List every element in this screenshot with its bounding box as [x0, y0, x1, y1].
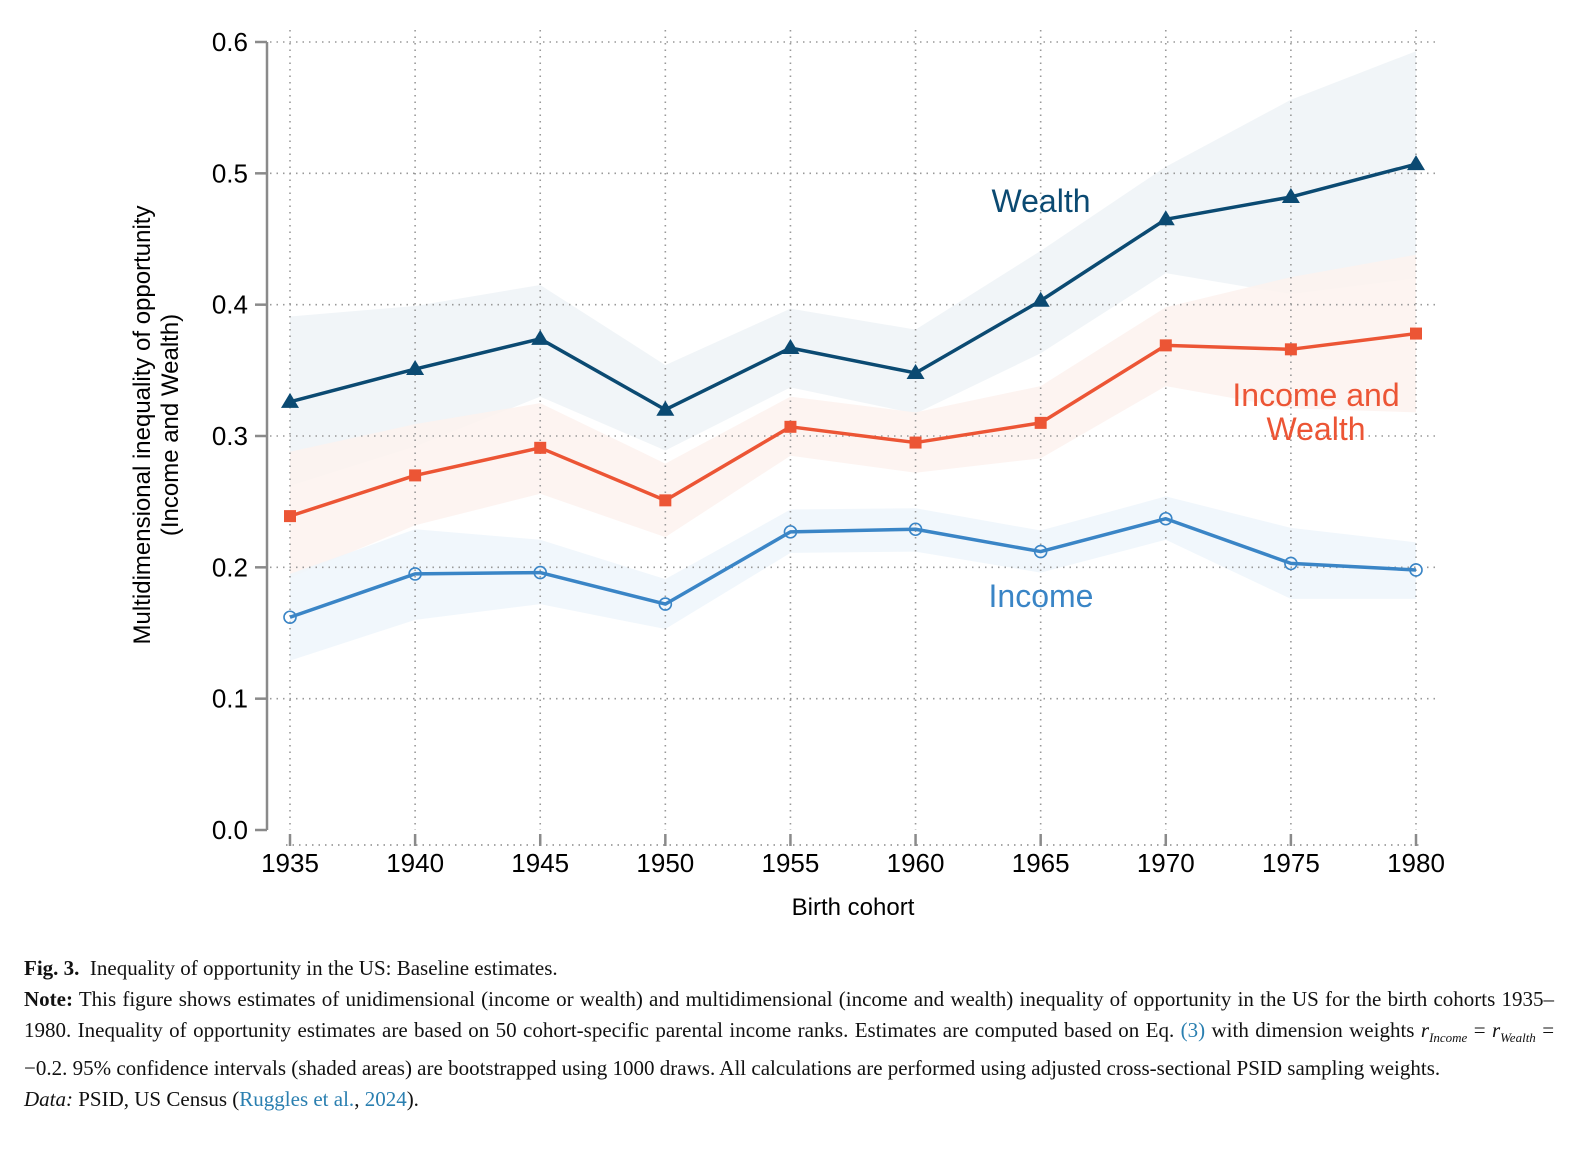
caption-data: Data: PSID, US Census (Ruggles et al., 2…: [24, 1087, 419, 1111]
marker-wealth: [281, 392, 299, 408]
fig-label: Fig. 3.: [24, 956, 80, 980]
ci-band-wealth: [290, 51, 1416, 486]
line-wealth: [289, 162, 1417, 412]
marker-income-and-wealth: [1034, 416, 1047, 429]
marker-income: [1284, 556, 1298, 571]
note-text-3: = −0.2. 95% confidence intervals (shaded…: [24, 1018, 1555, 1080]
marker-wealth: [531, 329, 550, 345]
ci-band-income: [290, 496, 1416, 661]
marker-income: [533, 565, 548, 580]
y-tick-label: 0.5: [212, 158, 248, 188]
marker-wealth: [906, 363, 925, 379]
ci-band-income-and-wealth: [290, 254, 1416, 578]
y-axis-title: Multidimensional inequality of opportuni…: [129, 206, 156, 645]
x-tick-label: 1975: [1262, 848, 1320, 878]
label-income-and-wealth: Income and: [1232, 377, 1399, 413]
note-label: Note:: [24, 987, 73, 1011]
marker-wealth: [1156, 210, 1175, 226]
x-tick-label: 1980: [1387, 848, 1445, 878]
x-axis-title: Birth cohort: [792, 894, 915, 921]
r-wealth: rWealth: [1491, 1018, 1536, 1045]
line-income: [289, 516, 1417, 619]
chart: 0.0 0.1 0.2 0.3 0.4 0.5 0.6 1935 1940 1945 1950 195…: [129, 27, 1445, 921]
marker-wealth: [1031, 291, 1050, 307]
marker-income-and-wealth: [784, 420, 797, 433]
marker-wealth: [781, 339, 800, 355]
marker-wealth: [1407, 155, 1425, 171]
x-tick-label: 1970: [1137, 848, 1195, 878]
marker-income-and-wealth: [659, 494, 672, 507]
marker-income: [1409, 563, 1423, 577]
x-tick-label: 1955: [762, 848, 820, 878]
y-tick-label: 0.4: [212, 290, 248, 320]
year-link[interactable]: 2024: [364, 1087, 407, 1111]
marker-income-and-wealth: [1159, 339, 1172, 352]
series-lines: [289, 162, 1417, 619]
reference-link[interactable]: Ruggles et al.: [239, 1087, 355, 1111]
r-income: rIncome: [1420, 1018, 1468, 1045]
label-income: Income: [989, 578, 1094, 614]
marker-wealth: [656, 400, 675, 416]
marker-income: [783, 525, 798, 539]
caption-note: Note: This figure shows estimates of uni…: [24, 987, 1555, 1080]
marker-income-and-wealth: [284, 510, 296, 523]
marker-income-and-wealth: [909, 436, 922, 449]
x-tick-label: 1960: [887, 848, 945, 878]
marker-income: [658, 597, 673, 611]
marker-wealth: [1281, 187, 1300, 203]
label-income-and-wealth-line2: Wealth: [1266, 411, 1365, 447]
marker-income: [1158, 511, 1173, 526]
marker-income-and-wealth: [1410, 327, 1422, 340]
caption-title: Fig. 3. Inequality of opportunity in the…: [24, 953, 1554, 984]
x-tick-label: 1950: [636, 848, 694, 878]
y-axis-title-line2: (Income and Wealth): [157, 314, 184, 536]
note-text-1: This figure shows estimates of unidimens…: [24, 987, 1554, 1042]
series-markers: [281, 155, 1425, 625]
x-tick-label: 1945: [511, 848, 569, 878]
y-tick-label: 0.1: [212, 684, 248, 714]
x-tick-label: 1965: [1012, 848, 1070, 878]
y-tick-label: 0.0: [212, 815, 248, 845]
data-label: Data:: [24, 1087, 73, 1111]
axes: [255, 40, 1420, 846]
figure-caption: Fig. 3. Inequality of opportunity in the…: [24, 953, 1554, 1115]
note-text-2: with dimension weights: [1211, 1018, 1415, 1042]
confidence-bands: [290, 51, 1416, 661]
marker-income-and-wealth: [1284, 343, 1297, 356]
y-tick-label: 0.6: [212, 27, 248, 57]
fig-title: Inequality of opportunity in the US: Bas…: [89, 956, 558, 980]
marker-wealth: [406, 360, 425, 376]
line-income-and-wealth: [289, 331, 1417, 518]
x-tick-label: 1940: [386, 848, 444, 878]
marker-income-and-wealth: [534, 441, 547, 454]
marker-income: [908, 522, 923, 537]
equation-link[interactable]: (3): [1180, 1018, 1206, 1042]
marker-income-and-wealth: [409, 469, 422, 482]
marker-income: [1033, 544, 1048, 559]
marker-income: [283, 610, 297, 625]
y-tick-label: 0.3: [212, 421, 248, 451]
y-tick-label: 0.2: [212, 552, 248, 582]
x-tick-label: 1935: [261, 848, 319, 878]
label-wealth: Wealth: [991, 183, 1090, 219]
marker-income: [408, 567, 422, 581]
tick-labels: 0.0 0.1 0.2 0.3 0.4 0.5 0.6 1935 1940 1945 1950 195…: [212, 27, 1445, 878]
